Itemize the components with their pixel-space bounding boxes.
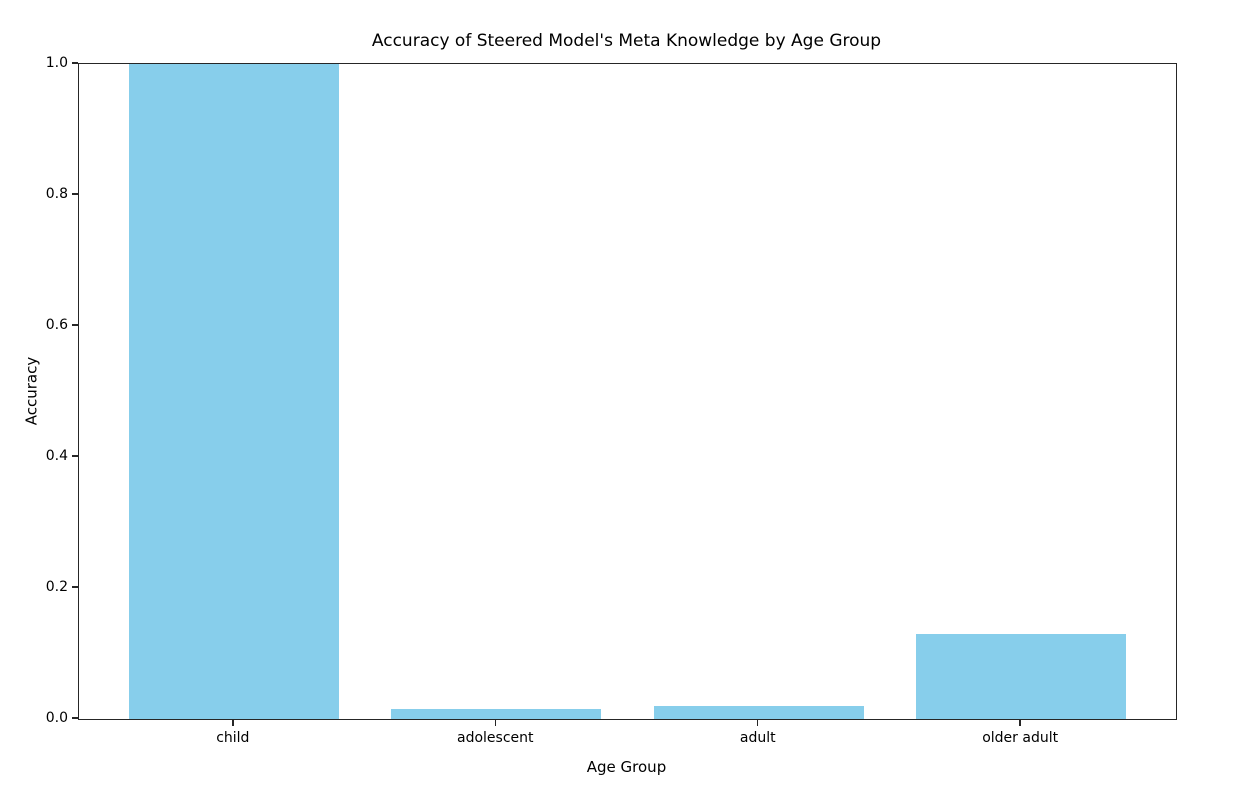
x-tick-adolescent [494, 719, 497, 726]
x-tick-label-older-adult: older adult [982, 730, 1059, 746]
y-tick-label-0.0: 0.0 [45, 710, 68, 726]
y-tick-0.8 [72, 193, 78, 195]
y-tick-0.2 [72, 586, 78, 588]
x-axis-label: Age Group [586, 758, 667, 776]
bar-adult [653, 705, 864, 719]
bar-adolescent [391, 709, 602, 719]
x-tick-older-adult [1019, 719, 1021, 726]
y-tick-label-1.0: 1.0 [45, 55, 68, 71]
y-tick-0.6 [72, 324, 78, 326]
chart-title: Accuracy of Steered Model's Meta Knowled… [371, 31, 882, 51]
y-tick-label-0.8: 0.8 [45, 186, 68, 202]
y-axis-label: Accuracy [22, 356, 41, 426]
y-tick-label-0.4: 0.4 [45, 448, 68, 464]
y-tick-label-0.2: 0.2 [45, 579, 68, 595]
y-tick-1.0 [72, 62, 78, 64]
y-tick-label-0.6: 0.6 [45, 317, 68, 333]
bar-older-adult [916, 633, 1127, 719]
plot-area [78, 63, 1177, 720]
x-tick-adult [756, 719, 759, 726]
x-tick-label-adolescent: adolescent [457, 730, 534, 746]
x-tick-label-child: child [216, 730, 250, 746]
y-tick-0.0 [72, 717, 78, 719]
x-tick-label-adult: adult [739, 730, 776, 746]
y-tick-0.4 [72, 455, 78, 457]
bar-child [128, 64, 339, 719]
x-tick-child [232, 719, 234, 726]
